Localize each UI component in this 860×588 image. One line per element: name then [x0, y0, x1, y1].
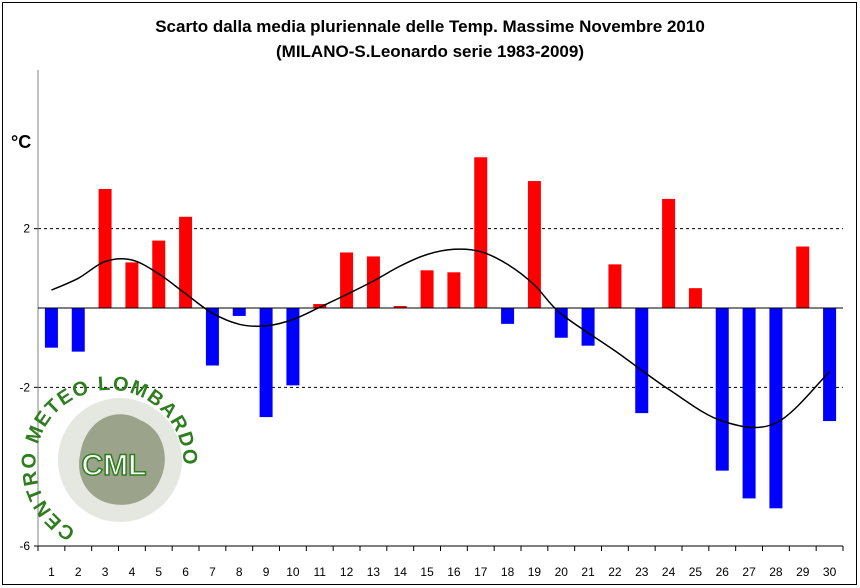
x-tick-label-29: 29 [796, 565, 810, 579]
bar-day-20 [554, 308, 568, 338]
bar-day-25 [688, 288, 702, 308]
x-tick-label-18: 18 [501, 565, 515, 579]
bar-day-1 [44, 308, 58, 348]
bar-day-11 [313, 304, 327, 308]
x-tick-label-4: 4 [129, 565, 136, 579]
bar-day-2 [71, 308, 85, 352]
bar-day-3 [98, 189, 112, 308]
bar-day-27 [742, 308, 756, 499]
bars-layer [44, 157, 837, 509]
x-tick-label-14: 14 [394, 565, 408, 579]
y-tick-label-1: -2 [19, 380, 30, 394]
x-tick-label-3: 3 [102, 565, 109, 579]
x-tick-label-24: 24 [662, 565, 676, 579]
x-tick-label-13: 13 [367, 565, 381, 579]
bar-day-17 [474, 157, 488, 308]
bar-day-6 [179, 216, 193, 308]
axis-layer: 2-2-61 2 3 4 5 6 7 8 9 10 11 12 13 14 15 16 17 18 19 20 21 22… [19, 70, 844, 579]
bar-day-29 [796, 246, 810, 308]
y-axis-unit-label: °C [11, 132, 32, 152]
x-tick-label-7: 7 [209, 565, 216, 579]
bar-day-28 [769, 308, 783, 509]
x-tick-label-2: 2 [75, 565, 82, 579]
x-tick-label-9: 9 [263, 565, 270, 579]
bar-day-30 [823, 308, 837, 422]
bar-day-13 [366, 256, 380, 308]
x-tick-label-10: 10 [286, 565, 300, 579]
bar-day-24 [662, 198, 676, 308]
x-tick-label-26: 26 [716, 565, 730, 579]
x-tick-label-5: 5 [155, 565, 162, 579]
bar-day-19 [527, 181, 541, 308]
y-tick-label-0: 2 [23, 222, 30, 236]
x-tick-label-23: 23 [635, 565, 649, 579]
x-tick-label-8: 8 [236, 565, 243, 579]
x-tick-label-19: 19 [528, 565, 542, 579]
bar-day-21 [581, 308, 595, 346]
x-tick-label-25: 25 [689, 565, 703, 579]
x-tick-label-17: 17 [474, 565, 488, 579]
x-tick-label-16: 16 [447, 565, 461, 579]
logo-inner-text: CML [82, 449, 147, 482]
bar-day-4 [125, 262, 139, 308]
x-tick-label-11: 11 [314, 565, 327, 579]
trend-layer [51, 248, 831, 429]
x-tick-label-27: 27 [742, 565, 756, 579]
chart-subtitle: (MILANO-S.Leonardo serie 1983-2009) [276, 42, 584, 61]
bar-day-26 [715, 308, 729, 471]
x-tick-label-6: 6 [182, 565, 189, 579]
bar-day-7 [205, 308, 219, 366]
x-tick-label-28: 28 [769, 565, 783, 579]
bar-day-23 [635, 308, 649, 414]
bar-day-12 [340, 252, 354, 308]
trend-curve [51, 248, 831, 429]
x-tick-label-30: 30 [823, 565, 837, 579]
bar-day-22 [608, 264, 622, 308]
bar-day-10 [286, 308, 300, 386]
bar-day-15 [420, 270, 434, 308]
x-tick-label-21: 21 [581, 565, 595, 579]
bar-day-9 [259, 308, 273, 418]
x-tick-label-12: 12 [340, 565, 354, 579]
lombardy-map-icon [79, 414, 165, 505]
x-tick-label-22: 22 [608, 565, 622, 579]
bar-day-16 [447, 272, 461, 308]
x-tick-label-15: 15 [420, 565, 434, 579]
chart-title: Scarto dalla media pluriennale delle Tem… [155, 17, 705, 36]
x-tick-label-1: 1 [48, 565, 55, 579]
y-tick-label-2: -6 [19, 539, 30, 553]
bar-day-14 [393, 306, 407, 308]
bar-day-8 [232, 308, 246, 316]
cml-logo: CML CENTRO METEO LOMBARDO [18, 373, 199, 545]
bar-day-18 [501, 308, 515, 324]
x-tick-label-20: 20 [555, 565, 569, 579]
